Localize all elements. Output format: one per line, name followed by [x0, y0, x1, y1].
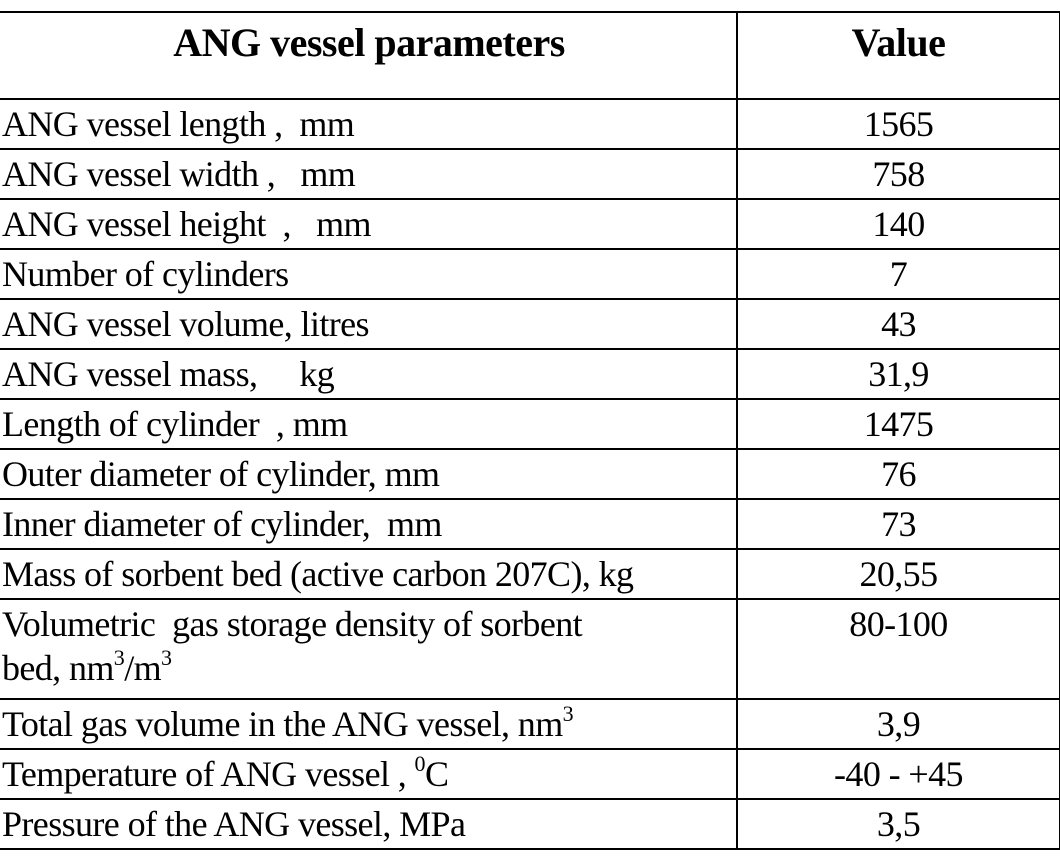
param-text: /m	[124, 648, 161, 688]
param-cell: Inner diameter of cylinder, mm	[0, 498, 738, 550]
table-row: ANG vessel volume, litres 43	[0, 298, 1060, 350]
value-cell: -40 - +45	[736, 748, 1060, 800]
table-row: ANG vessel mass, kg 31,9	[0, 348, 1060, 400]
value-cell: 20,55	[736, 548, 1060, 600]
param-cell: Outer diameter of cylinder, mm	[0, 448, 738, 500]
table-row: ANG vessel width , mm 758	[0, 148, 1060, 200]
value-cell: 31,9	[736, 348, 1060, 400]
value-cell: 76	[736, 448, 1060, 500]
param-cell: Volumetric gas storage density of sorben…	[0, 598, 738, 700]
value-cell: 73	[736, 498, 1060, 550]
param-cell: ANG vessel width , mm	[0, 148, 738, 200]
table-row: ANG vessel height , mm 140	[0, 198, 1060, 250]
table-row: Mass of sorbent bed (active carbon 207C)…	[0, 548, 1060, 600]
param-cell: ANG vessel length , mm	[0, 98, 738, 150]
param-cell: Mass of sorbent bed (active carbon 207C)…	[0, 548, 738, 600]
param-text: C	[424, 754, 449, 794]
value-cell: 140	[736, 198, 1060, 250]
param-cell: ANG vessel height , mm	[0, 198, 738, 250]
value-cell: 1475	[736, 398, 1060, 450]
table-header-row: ANG vessel parameters Value	[0, 11, 1060, 100]
param-text: Temperature of ANG vessel ,	[2, 754, 415, 794]
value-cell: 3,5	[736, 798, 1060, 850]
value-cell: 7	[736, 248, 1060, 300]
param-cell: Number of cylinders	[0, 248, 738, 300]
table-row: Temperature of ANG vessel , 0C -40 - +45	[0, 748, 1060, 800]
param-text: bed, nm	[2, 648, 114, 688]
param-cell: Pressure of the ANG vessel, MPa	[0, 798, 738, 850]
table-row: Outer diameter of cylinder, mm 76	[0, 448, 1060, 500]
param-cell-line-2: bed, nm3/m3	[2, 645, 735, 696]
param-cell-line-1: Volumetric gas storage density of sorben…	[2, 604, 583, 644]
header-value: Value	[736, 11, 1060, 100]
param-cell: Temperature of ANG vessel , 0C	[0, 748, 738, 800]
table-row: Pressure of the ANG vessel, MPa 3,5	[0, 798, 1060, 850]
value-cell: 758	[736, 148, 1060, 200]
superscript: 3	[161, 645, 172, 670]
value-cell: 43	[736, 298, 1060, 350]
ang-vessel-parameters-table: ANG vessel parameters Value ANG vessel l…	[0, 11, 1060, 850]
table-row: Length of cylinder , mm 1475	[0, 398, 1060, 450]
superscript: 0	[414, 751, 426, 776]
table-row: Number of cylinders 7	[0, 248, 1060, 300]
table-row: ANG vessel length , mm 1565	[0, 98, 1060, 150]
value-cell: 80-100	[736, 598, 1060, 700]
value-cell: 1565	[736, 98, 1060, 150]
value-cell: 3,9	[736, 698, 1060, 750]
param-cell: Length of cylinder , mm	[0, 398, 738, 450]
param-cell: ANG vessel mass, kg	[0, 348, 738, 400]
header-parameters: ANG vessel parameters	[0, 11, 738, 100]
table-row: Inner diameter of cylinder, mm 73	[0, 498, 1060, 550]
param-text: Total gas volume in the ANG vessel, nm	[2, 704, 563, 744]
superscript: 3	[113, 645, 125, 670]
table-row: Volumetric gas storage density of sorben…	[0, 598, 1060, 700]
param-cell: ANG vessel volume, litres	[0, 298, 738, 350]
superscript: 3	[562, 701, 574, 726]
table-row: Total gas volume in the ANG vessel, nm3 …	[0, 698, 1060, 750]
param-cell: Total gas volume in the ANG vessel, nm3	[0, 698, 738, 750]
